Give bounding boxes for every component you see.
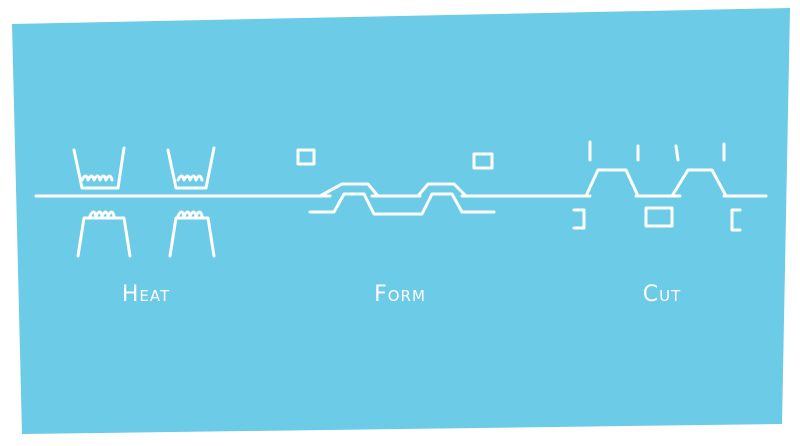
top-heater-1 bbox=[72, 146, 126, 190]
die-center bbox=[644, 206, 674, 228]
form-block-right bbox=[472, 152, 494, 170]
heater-icon bbox=[76, 216, 132, 258]
die-right bbox=[730, 208, 742, 232]
heater-icon bbox=[72, 146, 126, 190]
heater-coil bbox=[176, 210, 204, 218]
stage-label-cut: Cut bbox=[642, 282, 682, 307]
heater-coil bbox=[88, 210, 116, 218]
formed-sheet bbox=[318, 182, 468, 198]
heater-icon bbox=[166, 146, 216, 190]
heater-icon bbox=[168, 216, 216, 258]
heater-coil bbox=[80, 174, 114, 182]
mold-icon bbox=[308, 192, 496, 216]
bottom-heater-2 bbox=[168, 210, 216, 258]
cut-part bbox=[670, 168, 728, 198]
cutter-blade-icon bbox=[674, 144, 680, 162]
cut-part bbox=[584, 168, 640, 198]
cut-stage bbox=[572, 140, 742, 232]
stage-label-form: Form bbox=[374, 282, 426, 307]
form-stage bbox=[296, 148, 496, 216]
bottom-heater-1 bbox=[76, 210, 132, 258]
heater-coil bbox=[176, 174, 204, 182]
top-heater-2 bbox=[166, 146, 216, 190]
die-left bbox=[572, 208, 586, 230]
background-panel bbox=[12, 8, 790, 434]
heat-stage bbox=[72, 146, 216, 258]
stage-label-heat: Heat bbox=[121, 282, 171, 307]
form-block-left bbox=[296, 148, 316, 166]
